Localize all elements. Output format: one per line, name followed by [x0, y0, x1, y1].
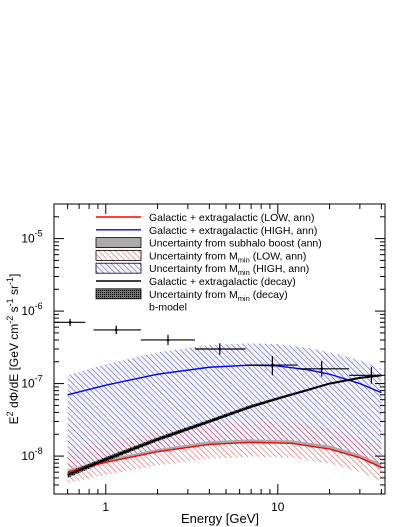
- y-tick-label: 10-7: [21, 374, 42, 391]
- data-point: [114, 328, 118, 332]
- legend-text: Uncertainty from M: [149, 263, 238, 275]
- y-tick-label: 10-6: [21, 301, 42, 318]
- y-tick-exponent: -8: [35, 446, 43, 456]
- data-point: [370, 374, 373, 377]
- legend-swatch: [95, 288, 142, 300]
- y-label-superscript: 2: [5, 411, 15, 416]
- line-galactic-extragalactic-decay: [67, 374, 382, 476]
- b-model-point-7: [349, 366, 385, 384]
- data-point: [68, 321, 72, 324]
- y-label-superscript: -2: [5, 316, 15, 324]
- legend-item-galactic-extragalactic-decay: Galactic + extragalactic (decay): [96, 276, 296, 288]
- y-label-text: dΦ/dE [GeV cm: [7, 324, 21, 412]
- b-model-point-3: [140, 334, 195, 346]
- legend-text: (LOW, ann): [250, 250, 307, 262]
- b-model-point-4: [194, 343, 246, 355]
- legend-item-uncertainty-from-m-min-high-ann: Uncertainty from Mmin (HIGH, ann): [95, 262, 309, 277]
- band-uncertainty-from-subhalo-boost-ann: [67, 439, 382, 473]
- b-model-point-6: [297, 360, 350, 377]
- legend-label: Uncertainty from subhalo boost (ann): [149, 238, 322, 250]
- legend-text: Uncertainty from M: [149, 289, 238, 301]
- legend: Galactic + extragalactic (LOW, ann)Galac…: [95, 212, 322, 314]
- y-tick-exponent: -5: [35, 229, 43, 239]
- legend-label: b-model: [149, 302, 187, 314]
- legend-label: Galactic + extragalactic (LOW, ann): [149, 212, 314, 224]
- legend-label: Galactic + extragalactic (decay): [149, 276, 296, 288]
- legend-label: Uncertainty from Mmin (decay): [149, 289, 288, 303]
- b-model-point-5: [245, 356, 298, 376]
- legend-item-uncertainty-from-m-min-decay: Uncertainty from Mmin (decay): [95, 288, 288, 303]
- y-label-superscript: -1: [5, 298, 15, 306]
- legend-subscript: min: [238, 268, 250, 277]
- uncertainty-bands: [67, 343, 382, 484]
- legend-swatch: [95, 237, 142, 249]
- b-model-point-1: [54, 318, 86, 327]
- legend-subscript: min: [238, 294, 250, 303]
- band-uncertainty-from-m-min-low-ann: [67, 421, 382, 484]
- y-label-superscript: -1: [5, 277, 15, 285]
- data-point: [320, 367, 324, 371]
- line-galactic-extragalactic-low-ann: [67, 441, 382, 473]
- x-tick-label: 1: [102, 500, 109, 514]
- y-axis-label: E2 dΦ/dE [GeV cm-2 s-1 sr-1]: [5, 274, 21, 425]
- legend-swatch: [95, 262, 142, 274]
- y-label-text: ]: [7, 274, 21, 277]
- legend-text: Uncertainty from M: [149, 250, 238, 262]
- y-label-text: sr: [7, 285, 21, 298]
- legend-swatch: [95, 249, 142, 261]
- legend-item-uncertainty-from-m-min-low-ann: Uncertainty from Mmin (LOW, ann): [95, 249, 306, 264]
- legend-label: Uncertainty from Mmin (HIGH, ann): [149, 263, 309, 277]
- legend-item-uncertainty-from-subhalo-boost-ann: Uncertainty from subhalo boost (ann): [95, 237, 322, 250]
- data-point: [271, 363, 274, 367]
- x-tick-label: 10: [271, 500, 285, 514]
- y-label-text: s: [7, 306, 21, 315]
- y-tick-exponent: -7: [35, 374, 43, 384]
- y-tick-exponent: -6: [35, 301, 43, 311]
- x-axis-label: Energy [GeV]: [181, 511, 259, 526]
- y-tick-label: 10-5: [21, 229, 42, 246]
- legend-label: Galactic + extragalactic (HIGH, ann): [149, 225, 317, 237]
- b-model-point-2: [93, 325, 141, 335]
- y-tick-label: 10-8: [21, 446, 42, 463]
- legend-item-b-model: b-model: [149, 302, 187, 314]
- legend-text: (HIGH, ann): [250, 263, 310, 275]
- legend-text: (decay): [250, 289, 288, 301]
- b-model-points: [54, 318, 385, 384]
- legend-item-galactic-extragalactic-high-ann: Galactic + extragalactic (HIGH, ann): [96, 225, 317, 237]
- data-point: [166, 338, 170, 342]
- y-label-text: E: [7, 416, 21, 424]
- legend-subscript: min: [238, 255, 250, 264]
- legend-item-galactic-extragalactic-low-ann: Galactic + extragalactic (LOW, ann): [96, 212, 314, 224]
- legend-label: Uncertainty from Mmin (LOW, ann): [149, 250, 306, 264]
- data-point: [218, 347, 222, 351]
